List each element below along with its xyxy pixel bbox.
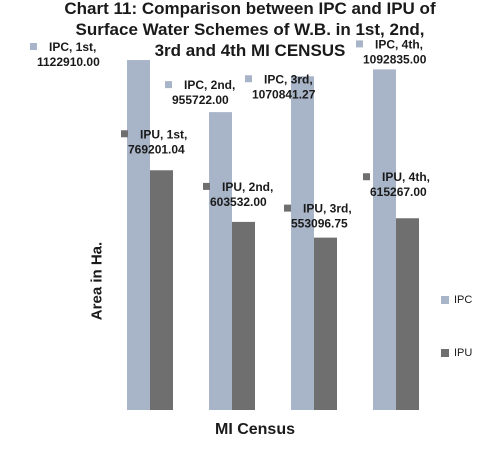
legend-item-ipc: IPC — [441, 292, 472, 308]
chart-legend: IPC IPU — [441, 292, 472, 398]
data-label-ipc-4th: IPC, 4th, 1092835.00 — [363, 37, 427, 66]
data-label-ipu-1st: IPU, 1st, 769201.04 — [128, 127, 187, 156]
data-label-marker-ipc-3rd — [245, 75, 252, 83]
data-label-ipu-3rd: IPU, 3rd, 553096.75 — [291, 202, 352, 231]
bar-ipu-4th — [396, 218, 419, 410]
data-label-marker-ipu-4th — [363, 173, 370, 181]
legend-label-ipu: IPU — [454, 347, 473, 359]
legend-item-ipu: IPU — [441, 345, 472, 361]
data-label-ipc-2nd: IPC, 2nd, 955722.00 — [172, 78, 235, 107]
bar-ipu-3rd — [314, 237, 337, 410]
bar-ipc-3rd — [291, 76, 314, 411]
data-label-ipu-2nd: IPU, 2nd, 603532.00 — [210, 180, 273, 209]
data-label-ipc-3rd: IPC, 3rd, 1070841.27 — [252, 72, 316, 101]
bar-ipc-4th — [373, 69, 396, 411]
bar-ipu-1st — [150, 170, 173, 410]
data-label-ipu-4th: IPU, 4th, 615267.00 — [370, 170, 430, 199]
data-label-marker-ipc-1st — [30, 43, 37, 51]
data-label-marker-ipc-4th — [356, 40, 363, 48]
bar-ipc-1st — [127, 60, 150, 411]
chart-title: Chart 11: Comparison between IPC and IPU… — [0, 0, 500, 61]
chart-title-line-1: Chart 11: Comparison between IPC and IPU… — [64, 0, 436, 18]
bar-ipc-2nd — [209, 112, 232, 411]
chart-title-line-2: Surface Water Schemes of W.B. in 1st, 2n… — [75, 20, 425, 39]
legend-swatch-ipu — [441, 349, 449, 357]
chart-title-line-3: 3rd and 4th MI CENSUS — [154, 41, 346, 60]
bar-ipu-2nd — [232, 221, 255, 410]
data-label-marker-ipu-1st — [121, 130, 128, 138]
data-label-ipc-1st: IPC, 1st, 1122910.00 — [37, 40, 100, 69]
legend-label-ipc: IPC — [454, 294, 473, 306]
data-label-marker-ipu-3rd — [284, 204, 291, 212]
legend-swatch-ipc — [441, 296, 449, 304]
x-axis-label: MI Census — [214, 421, 295, 438]
data-label-marker-ipc-2nd — [165, 81, 172, 89]
data-label-marker-ipu-2nd — [203, 182, 210, 190]
y-axis-label: Area in Ha. — [88, 241, 106, 321]
